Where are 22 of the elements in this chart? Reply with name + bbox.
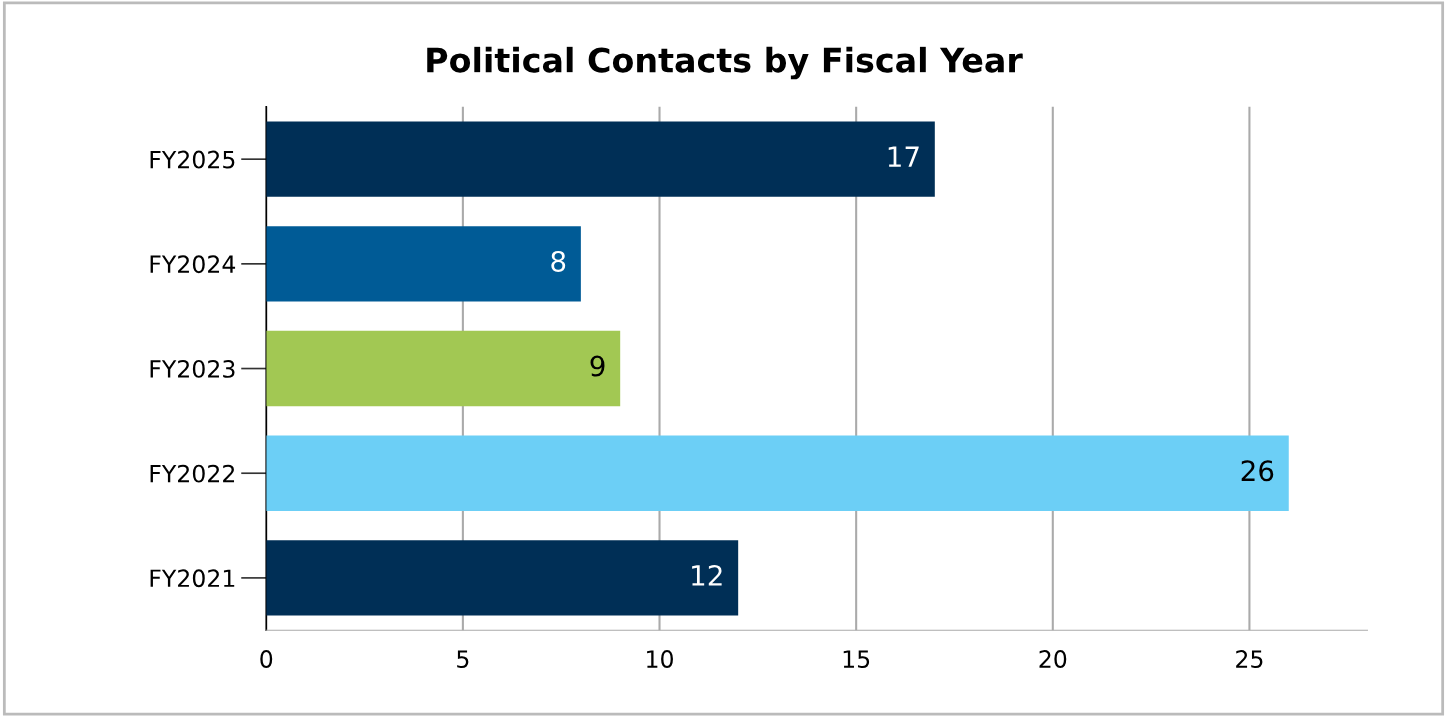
bar [266, 330, 621, 407]
chart-title: Political Contacts by Fiscal Year [427, 46, 1023, 80]
bar [266, 121, 935, 197]
y-tick-label: FY2025 [150, 150, 235, 169]
data-label: 9 [590, 355, 605, 377]
x-tick-label: 15 [843, 650, 870, 668]
x-tick-label: 10 [647, 650, 673, 668]
x-tick-label: 5 [457, 650, 469, 668]
bar [266, 226, 581, 302]
y-tick-label: FY2021 [150, 569, 235, 588]
y-tick-label: FY2023 [150, 359, 235, 378]
bar [266, 540, 739, 616]
x-tick-label: 20 [1039, 650, 1067, 668]
data-label: 17 [888, 146, 919, 167]
x-tick-label: 25 [1236, 650, 1263, 668]
y-tick-label: FY2024 [150, 255, 236, 274]
data-label: 12 [692, 564, 722, 586]
data-label: 8 [551, 250, 566, 272]
y-tick-label: FY2022 [150, 464, 235, 483]
bar [266, 435, 1289, 511]
data-label: 26 [1241, 460, 1274, 482]
x-tick-label: 0 [260, 650, 273, 668]
